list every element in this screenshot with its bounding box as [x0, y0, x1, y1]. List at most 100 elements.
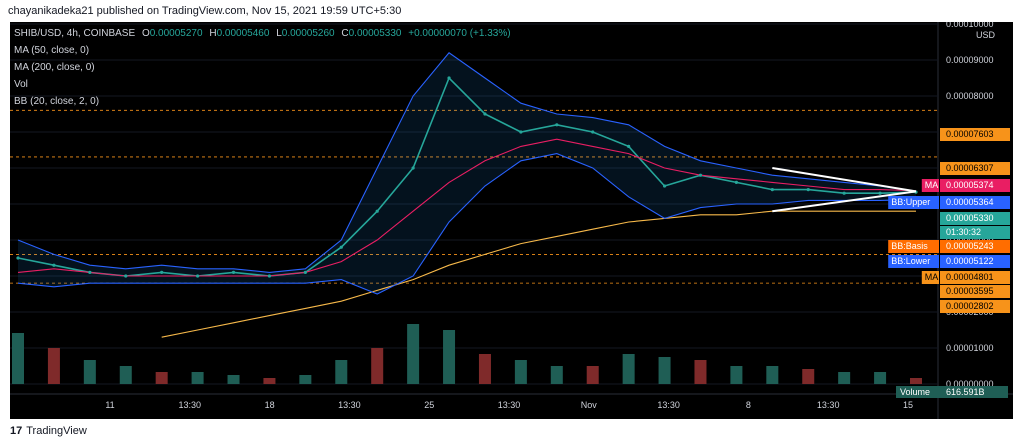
publisher-header: chayanikadeka21 published on TradingView… — [0, 0, 1024, 22]
legend-open: 0.00005270 — [149, 28, 203, 39]
badge-value-bg — [940, 196, 1010, 209]
badge-label-bg — [921, 271, 939, 284]
price-point — [447, 76, 451, 80]
price-point — [375, 209, 379, 213]
price-point — [88, 270, 92, 274]
time-tick-label: 13:30 — [498, 400, 521, 410]
badge-label: MA — [925, 180, 939, 190]
price-chart[interactable]: 0.000100000.000090000.000080000.00007000… — [10, 22, 1013, 419]
legend-high: 0.00005460 — [216, 28, 270, 39]
volume-badge-label: Volume — [900, 387, 930, 397]
ma200-series-line — [161, 210, 916, 338]
ma50-series-line — [17, 138, 917, 277]
legend-vol[interactable]: Vol — [14, 79, 28, 90]
volume-bar — [586, 366, 599, 384]
volume-bar — [155, 372, 168, 384]
price-point — [339, 245, 343, 249]
price-point — [842, 191, 846, 195]
badge-value-bg — [940, 271, 1010, 284]
badge-label: BB:Upper — [891, 197, 930, 207]
legend-ma200[interactable]: MA (200, close, 0) — [14, 62, 95, 73]
price-point — [124, 274, 128, 278]
price-point — [196, 274, 200, 278]
price-badge: 0.00005374 — [946, 180, 994, 190]
price-badge: 0.00005330 — [946, 213, 994, 223]
volume-badge-bg — [896, 386, 1008, 398]
volume-bar — [550, 366, 563, 384]
price-point — [231, 270, 236, 274]
badge-label: BB:Lower — [891, 256, 930, 266]
price-point — [770, 188, 774, 192]
price-series-line — [17, 76, 917, 277]
badge-value-bg — [940, 179, 1010, 192]
price-tick-label: 0.00010000 — [946, 22, 994, 29]
price-tick-label: 0.00001000 — [946, 343, 994, 353]
badge-label: BB:Basis — [891, 241, 928, 251]
price-badge: 0.00005364 — [946, 197, 994, 207]
volume-bar — [191, 372, 204, 384]
volume-bar — [874, 372, 887, 384]
price-point — [160, 270, 164, 274]
volume-bar — [83, 360, 96, 384]
volume-bar — [838, 372, 851, 384]
time-tick-label: 11 — [105, 400, 114, 410]
badge-value-bg — [940, 285, 1010, 298]
legend-bb[interactable]: BB (20, close, 2, 0) — [14, 96, 100, 107]
time-tick-label: 8 — [746, 400, 751, 410]
volume-bar — [227, 375, 240, 384]
price-tick-label: 0.00000000 — [946, 379, 994, 389]
volume-bar — [47, 348, 60, 384]
price-badge: 0.00005122 — [946, 256, 994, 266]
price-badge: 0.00007603 — [946, 129, 994, 139]
volume-bar — [371, 348, 384, 384]
legend-close-label: C — [341, 28, 349, 39]
badge-value-bg — [940, 162, 1010, 175]
price-point — [483, 112, 487, 116]
price-point — [734, 180, 739, 184]
badge-label-bg — [888, 255, 939, 268]
triangle-lower-line — [772, 190, 917, 213]
legend-change: +0.00000070 (+1.33%) — [408, 28, 511, 39]
price-point — [411, 166, 415, 170]
badge-label: MA — [925, 272, 939, 282]
price-tick-label: 0.00009000 — [946, 55, 994, 65]
legend-low-label: L — [276, 28, 282, 39]
volume-bar — [658, 357, 671, 384]
volume-bar — [443, 330, 456, 384]
price-point — [878, 191, 882, 195]
volume-bar — [730, 366, 743, 384]
price-point — [16, 256, 20, 260]
chart-area[interactable]: 0.000100000.000090000.000080000.00007000… — [10, 22, 1013, 419]
badge-value-bg — [940, 240, 1010, 253]
volume-bar — [622, 354, 635, 384]
time-tick-label: 13:30 — [657, 400, 680, 410]
price-point — [698, 173, 703, 177]
time-tick-label: 13:30 — [338, 400, 361, 410]
price-point — [806, 188, 810, 192]
volume-bar — [263, 378, 276, 384]
triangle-upper-line — [772, 167, 917, 193]
badge-label-bg — [921, 179, 939, 192]
tradingview-mark-icon: 17 — [10, 425, 23, 437]
volume-bar — [335, 360, 348, 384]
badge-label-bg — [888, 240, 939, 253]
volume-bar — [694, 360, 707, 384]
time-tick-label: 13:30 — [179, 400, 202, 410]
volume-bar — [802, 369, 815, 384]
badge-value-bg — [940, 226, 1010, 239]
time-tick-label: 18 — [265, 400, 275, 410]
volume-bar — [299, 375, 312, 384]
legend-open-label: O — [141, 28, 150, 39]
legend-high-label: H — [209, 28, 217, 39]
price-badge: 0.00004801 — [946, 272, 994, 282]
time-tick-label: 25 — [424, 400, 434, 410]
currency-label: USD — [976, 30, 996, 40]
volume-bar — [407, 324, 420, 384]
brand-name: TradingView — [26, 425, 87, 437]
volume-bar — [478, 354, 491, 384]
tradingview-logo[interactable]: 17 TradingView — [10, 425, 87, 437]
price-point — [303, 270, 307, 274]
price-point — [627, 144, 631, 148]
legend-ma50[interactable]: MA (50, close, 0) — [14, 45, 90, 56]
price-badge: 0.00006307 — [946, 163, 994, 173]
